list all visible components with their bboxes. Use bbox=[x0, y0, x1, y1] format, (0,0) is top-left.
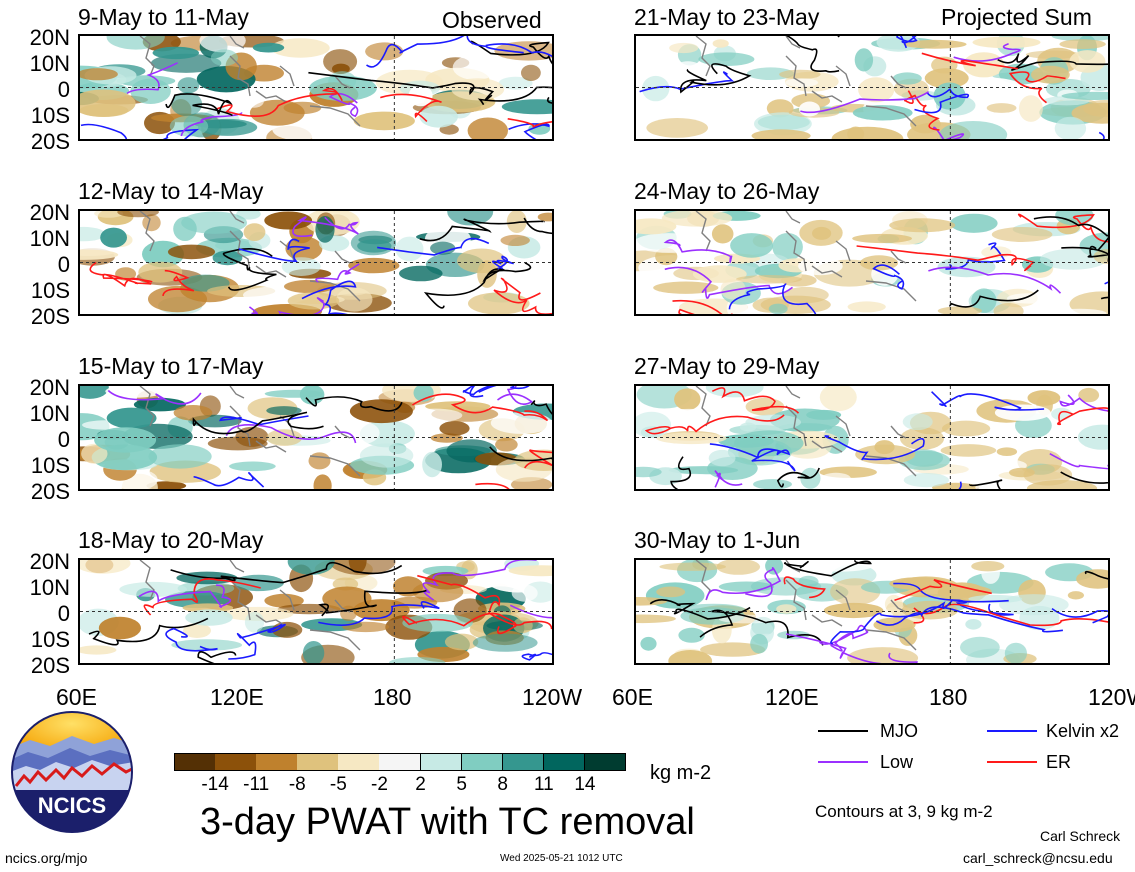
lat-tick: 0 bbox=[57, 252, 70, 277]
lat-tick: 20S bbox=[30, 653, 70, 678]
colorbar-tick-label: -8 bbox=[288, 774, 306, 795]
colorbar-cell bbox=[256, 753, 298, 771]
map-panel-r3 bbox=[634, 558, 1110, 665]
map-panel-r2 bbox=[634, 384, 1110, 491]
lon-tick-r-120w: 120W bbox=[1088, 684, 1135, 710]
colorbar-tick-label: 5 bbox=[456, 774, 467, 795]
map-field bbox=[636, 211, 1108, 314]
map-panel-l1 bbox=[78, 209, 554, 316]
lon-tick-r-60e: 60E bbox=[612, 684, 653, 710]
map-panel-l2 bbox=[78, 384, 554, 491]
map-field bbox=[80, 36, 552, 139]
lon-tick-r-180: 180 bbox=[929, 684, 968, 710]
legend-low-line bbox=[818, 761, 868, 763]
map-panel-l0 bbox=[78, 34, 554, 141]
lat-tick: 20S bbox=[30, 304, 70, 329]
map-field bbox=[80, 560, 552, 663]
colorbar-cell bbox=[461, 753, 504, 771]
colorbar-cell bbox=[338, 753, 380, 771]
panel-title-r1: 24-May to 26-May bbox=[634, 178, 820, 204]
legend-er-line bbox=[987, 761, 1037, 763]
lat-tick: 0 bbox=[57, 77, 70, 102]
panel-title-l2: 15-May to 17-May bbox=[78, 353, 264, 379]
projected-header: Projected Sum bbox=[941, 4, 1092, 30]
panel-title-r3: 30-May to 1-Jun bbox=[634, 527, 801, 553]
lat-tick: 10S bbox=[30, 278, 70, 303]
lat-tick: 10N bbox=[29, 575, 70, 600]
lon-tick-r-120e: 120E bbox=[765, 684, 819, 710]
map-field bbox=[80, 211, 552, 314]
lat-tick: 20N bbox=[29, 25, 70, 50]
legend-er-label: ER bbox=[1046, 752, 1072, 772]
observed-header: Observed bbox=[442, 7, 542, 33]
colorbar-tick-label: -11 bbox=[243, 774, 270, 795]
lat-tick: 20N bbox=[29, 375, 70, 400]
map-field bbox=[636, 36, 1108, 139]
colorbar-tick-label: -14 bbox=[201, 774, 229, 795]
panel-title-l0: 9-May to 11-May bbox=[78, 4, 249, 30]
lat-tick: 20N bbox=[29, 549, 70, 574]
panel-title-r2: 27-May to 29-May bbox=[634, 353, 820, 379]
lat-tick: 0 bbox=[57, 601, 70, 626]
map-panel-l3 bbox=[78, 558, 554, 665]
lat-tick: 20S bbox=[30, 479, 70, 504]
lat-tick: 10N bbox=[29, 401, 70, 426]
lon-tick-l-60e: 60E bbox=[56, 684, 97, 710]
colorbar-cell bbox=[215, 753, 257, 771]
ncics-logo: NCICS bbox=[10, 710, 134, 834]
lat-tick: 10N bbox=[29, 226, 70, 251]
lon-tick-l-120e: 120E bbox=[210, 684, 264, 710]
footer-url: ncics.org/mjo bbox=[5, 850, 88, 866]
legend-mjo-label: MJO bbox=[880, 721, 918, 741]
figure-title: 3-day PWAT with TC removal bbox=[200, 801, 695, 843]
colorbar-cell bbox=[420, 753, 463, 771]
colorbar-cell bbox=[297, 753, 339, 771]
map-field bbox=[80, 386, 552, 489]
footer-email: carl_schreck@ncsu.edu bbox=[963, 850, 1113, 866]
lat-tick: 20S bbox=[30, 129, 70, 154]
footer-timestamp: Wed 2025-05-21 1012 UTC bbox=[500, 853, 623, 864]
lon-tick-l-120w: 120W bbox=[522, 684, 583, 710]
colorbar-tick-label: -5 bbox=[329, 774, 347, 795]
footer-author: Carl Schreck bbox=[1040, 828, 1121, 844]
legend-kelvin-label: Kelvin x2 bbox=[1046, 721, 1120, 741]
legend-low-label: Low bbox=[880, 752, 914, 772]
legend-mjo-line bbox=[818, 730, 868, 732]
legend-kelvin-line bbox=[987, 730, 1037, 732]
colorbar-tick-label: 14 bbox=[574, 774, 596, 795]
lat-tick: 10S bbox=[30, 453, 70, 478]
lat-tick: 0 bbox=[57, 427, 70, 452]
colorbar-tick-label: 8 bbox=[497, 774, 509, 795]
colorbar-tick-label: -2 bbox=[371, 774, 388, 795]
colorbar-tick-label: 11 bbox=[533, 774, 554, 795]
map-panel-r0 bbox=[634, 34, 1110, 141]
colorbar bbox=[174, 753, 627, 771]
map-field bbox=[636, 560, 1108, 663]
lat-tick: 10N bbox=[29, 51, 70, 76]
panel-title-l1: 12-May to 14-May bbox=[78, 178, 264, 204]
lat-tick: 20N bbox=[29, 200, 70, 225]
panel-title-r0: 21-May to 23-May bbox=[634, 4, 820, 30]
lon-tick-l-180: 180 bbox=[373, 684, 412, 710]
contours-note: Contours at 3, 9 kg m-2 bbox=[815, 802, 993, 821]
ncics-logo-text: NCICS bbox=[37, 793, 107, 818]
lat-tick: 10S bbox=[30, 103, 70, 128]
panel-title-l3: 18-May to 20-May bbox=[78, 527, 264, 553]
map-field bbox=[636, 386, 1108, 489]
colorbar-tick-label: 2 bbox=[415, 774, 426, 795]
lat-tick: 10S bbox=[30, 627, 70, 652]
colorbar-cell bbox=[502, 753, 545, 771]
colorbar-cell bbox=[543, 753, 586, 771]
colorbar-units: kg m-2 bbox=[650, 762, 712, 784]
map-panel-r1 bbox=[634, 209, 1110, 316]
